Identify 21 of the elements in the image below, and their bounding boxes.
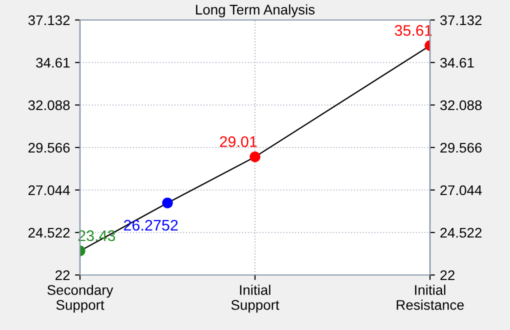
chart-title: Long Term Analysis — [196, 4, 315, 18]
y-tick-label: 34.61 — [36, 58, 70, 68]
y2-tick-label: 32.088 — [440, 100, 482, 110]
y2-tick-label: 24.522 — [440, 228, 482, 238]
y2-tick-label: 34.61 — [440, 58, 474, 68]
x-tick-label: Secondary Support — [47, 284, 114, 313]
y-tick-label: 24.522 — [28, 228, 70, 238]
y-tick-label: 22 — [56, 270, 70, 280]
y-tick-label: 29.566 — [28, 142, 70, 153]
text: 35.61 — [394, 25, 432, 36]
x-tick-label: Initial Support — [231, 284, 280, 313]
y-tick-label: 32.088 — [28, 100, 70, 110]
y2-tick-label: 22 — [440, 270, 454, 280]
y-tick-label: 27.044 — [28, 185, 70, 196]
y-tick-label: 37.132 — [28, 15, 70, 26]
text: 29.01 — [220, 136, 257, 148]
y2-tick-label: 27.044 — [440, 185, 482, 196]
text: 26.2752 — [124, 220, 178, 231]
y2-tick-label: 29.566 — [440, 142, 482, 153]
x-tick-label: Initial Resistance — [396, 284, 464, 310]
y2-tick-label: 37.132 — [440, 15, 482, 26]
